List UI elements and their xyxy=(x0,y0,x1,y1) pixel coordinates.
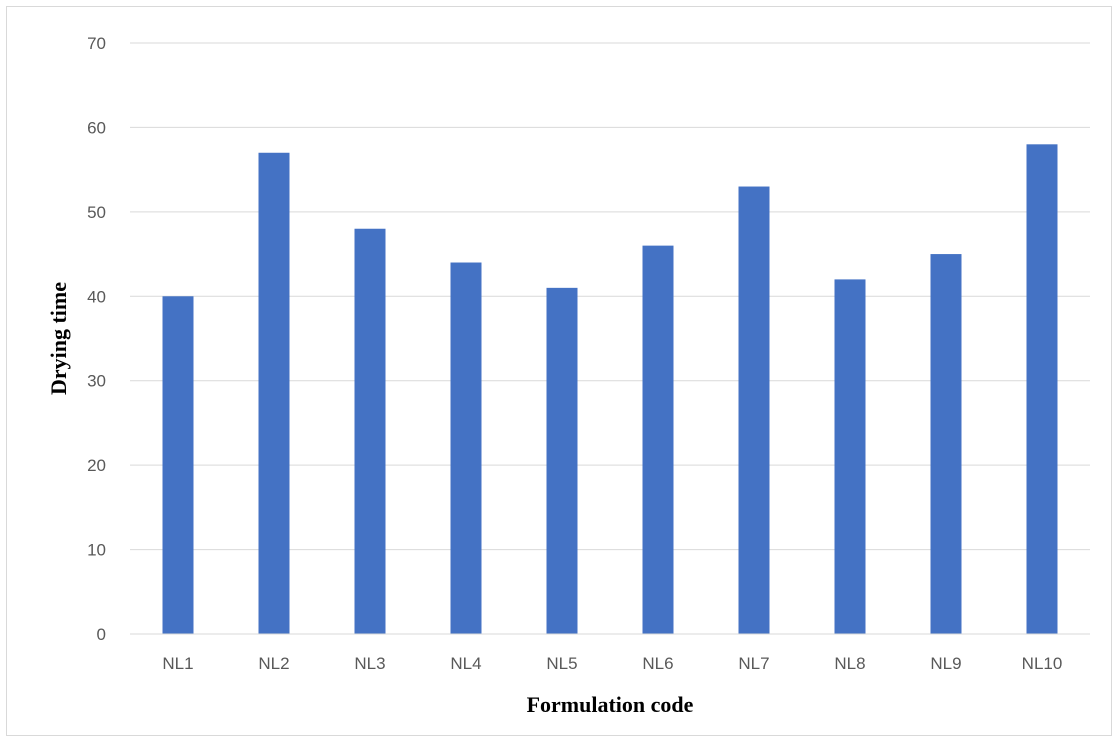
bar-nl7 xyxy=(738,186,770,634)
y-tick-label: 0 xyxy=(97,625,106,644)
y-tick-label: 30 xyxy=(87,372,106,391)
gridlines xyxy=(130,42,1090,551)
y-tick-label: 10 xyxy=(87,541,106,560)
x-tick-label: NL9 xyxy=(930,654,961,673)
bars xyxy=(162,144,1058,635)
x-tick-label: NL8 xyxy=(834,654,865,673)
bar-nl8 xyxy=(834,279,866,634)
bar-nl2 xyxy=(258,152,290,634)
y-tick-label: 40 xyxy=(87,287,106,306)
x-tick-label: NL4 xyxy=(450,654,481,673)
bar-nl10 xyxy=(1026,144,1058,635)
y-tick-label: 70 xyxy=(87,34,106,53)
y-tick-label: 50 xyxy=(87,203,106,222)
x-tick-label: NL3 xyxy=(354,654,385,673)
y-axis-title: Drying time xyxy=(46,282,71,395)
bar-nl5 xyxy=(546,287,578,634)
x-tick-label: NL7 xyxy=(738,654,769,673)
x-axis-title: Formulation code xyxy=(527,692,694,717)
bar-nl6 xyxy=(642,245,674,634)
x-tick-label: NL1 xyxy=(162,654,193,673)
x-tick-label: NL10 xyxy=(1022,654,1063,673)
bar-nl3 xyxy=(354,228,386,634)
x-tick-label: NL6 xyxy=(642,654,673,673)
bar-nl9 xyxy=(930,254,962,635)
y-tick-label: 60 xyxy=(87,118,106,137)
bar-nl4 xyxy=(450,262,482,634)
y-tick-label: 20 xyxy=(87,456,106,475)
x-tick-label: NL2 xyxy=(258,654,289,673)
y-tick-labels: 0 10 20 30 40 50 60 70 xyxy=(87,34,106,644)
bar-nl1 xyxy=(162,296,194,634)
x-tick-label: NL5 xyxy=(546,654,577,673)
x-tick-labels: NL1 NL2 NL3 NL4 NL5 NL6 NL7 NL8 NL9 NL10 xyxy=(162,654,1062,673)
